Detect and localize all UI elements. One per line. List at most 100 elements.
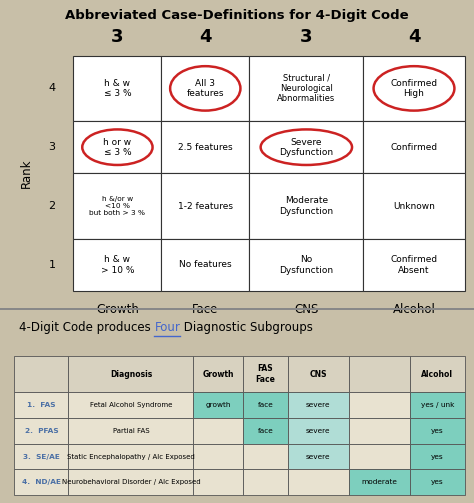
Bar (288, 418, 349, 444)
Bar (68, 444, 193, 469)
Bar (288, 444, 349, 469)
Bar (73, 121, 161, 174)
Text: Rank: Rank (19, 158, 33, 188)
Bar (68, 356, 193, 392)
Bar (249, 239, 364, 291)
Bar (349, 356, 410, 392)
Text: Partial FAS: Partial FAS (113, 428, 149, 434)
Bar (288, 392, 349, 418)
Text: Confirmed: Confirmed (391, 143, 438, 152)
Bar (364, 56, 465, 121)
Text: 1-2 features: 1-2 features (178, 202, 233, 211)
Bar (14, 469, 68, 495)
Text: Neurobehavioral Disorder / Alc Exposed: Neurobehavioral Disorder / Alc Exposed (62, 479, 200, 485)
Text: 4: 4 (408, 28, 420, 46)
Text: severe: severe (306, 454, 330, 460)
Text: Static Encephalopathy / Alc Exposed: Static Encephalopathy / Alc Exposed (67, 454, 195, 460)
Text: CNS: CNS (294, 303, 319, 316)
Bar (243, 392, 288, 418)
Bar (410, 444, 465, 469)
Text: severe: severe (306, 428, 330, 434)
Bar (410, 356, 465, 392)
Bar (243, 418, 288, 444)
Bar (249, 56, 364, 121)
Text: 4.  ND/AE: 4. ND/AE (22, 479, 61, 485)
Bar (349, 392, 410, 418)
Bar (68, 392, 193, 418)
Text: moderate: moderate (362, 479, 398, 485)
Bar (161, 56, 249, 121)
Bar (68, 469, 193, 495)
Bar (410, 469, 465, 495)
Text: Alcohol: Alcohol (421, 370, 454, 379)
Text: Face: Face (192, 303, 219, 316)
Bar (243, 469, 288, 495)
Text: severe: severe (306, 402, 330, 408)
Text: Diagnostic Subgroups: Diagnostic Subgroups (180, 321, 313, 334)
Text: 4: 4 (199, 28, 211, 46)
Text: h & w
> 10 %: h & w > 10 % (100, 255, 134, 275)
Bar (243, 356, 288, 392)
Bar (410, 418, 465, 444)
Text: Unknown: Unknown (393, 202, 435, 211)
Bar (73, 56, 161, 121)
Bar (193, 392, 243, 418)
Bar (243, 444, 288, 469)
Bar (73, 239, 161, 291)
Bar (249, 121, 364, 174)
Text: Four: Four (155, 321, 180, 334)
Bar (193, 469, 243, 495)
Bar (288, 356, 349, 392)
Bar (410, 392, 465, 418)
Text: 2: 2 (48, 201, 56, 211)
Text: Moderate
Dysfunction: Moderate Dysfunction (279, 196, 333, 216)
Text: yes: yes (431, 454, 444, 460)
Text: Confirmed
Absent: Confirmed Absent (391, 255, 438, 275)
Text: All 3
features: All 3 features (187, 78, 224, 98)
Text: CNS: CNS (310, 370, 327, 379)
Bar (349, 469, 410, 495)
Text: Growth: Growth (96, 303, 139, 316)
Text: yes / unk: yes / unk (421, 402, 454, 408)
Bar (161, 121, 249, 174)
Bar (364, 121, 465, 174)
Bar (161, 174, 249, 239)
Text: h or w
≤ 3 %: h or w ≤ 3 % (103, 137, 131, 157)
Text: h & w
≤ 3 %: h & w ≤ 3 % (104, 78, 131, 98)
Bar (68, 418, 193, 444)
Text: No features: No features (179, 261, 232, 269)
Text: 4: 4 (48, 83, 56, 94)
Text: face: face (257, 428, 273, 434)
Text: Structural /
Neurological
Abnormalities: Structural / Neurological Abnormalities (277, 73, 336, 103)
Text: 1.  FAS: 1. FAS (27, 402, 55, 408)
Text: Alcohol: Alcohol (392, 303, 436, 316)
Bar (73, 174, 161, 239)
Text: 2.5 features: 2.5 features (178, 143, 233, 152)
Text: Abbreviated Case-Definitions for 4-Digit Code: Abbreviated Case-Definitions for 4-Digit… (65, 9, 409, 22)
Bar (14, 444, 68, 469)
Text: No
Dysfunction: No Dysfunction (279, 255, 333, 275)
Text: 1: 1 (49, 260, 55, 270)
Bar (349, 444, 410, 469)
Text: Fetal Alcohol Syndrome: Fetal Alcohol Syndrome (90, 402, 172, 408)
Bar (0, 308, 474, 309)
Text: face: face (257, 402, 273, 408)
Text: yes: yes (431, 428, 444, 434)
Bar (14, 418, 68, 444)
Bar (14, 356, 68, 392)
Bar (193, 444, 243, 469)
Text: yes: yes (431, 479, 444, 485)
Text: 3: 3 (300, 28, 312, 46)
Bar (288, 469, 349, 495)
Text: Confirmed
High: Confirmed High (391, 78, 438, 98)
Bar (249, 174, 364, 239)
Bar (161, 239, 249, 291)
Text: FAS
Face: FAS Face (255, 364, 275, 384)
Text: Severe
Dysfunction: Severe Dysfunction (279, 137, 333, 157)
Bar (364, 239, 465, 291)
Bar (364, 174, 465, 239)
Text: 3: 3 (49, 142, 55, 152)
Bar (193, 418, 243, 444)
Text: 3.  SE/AE: 3. SE/AE (23, 454, 60, 460)
Text: 4-Digit Code produces: 4-Digit Code produces (19, 321, 155, 334)
